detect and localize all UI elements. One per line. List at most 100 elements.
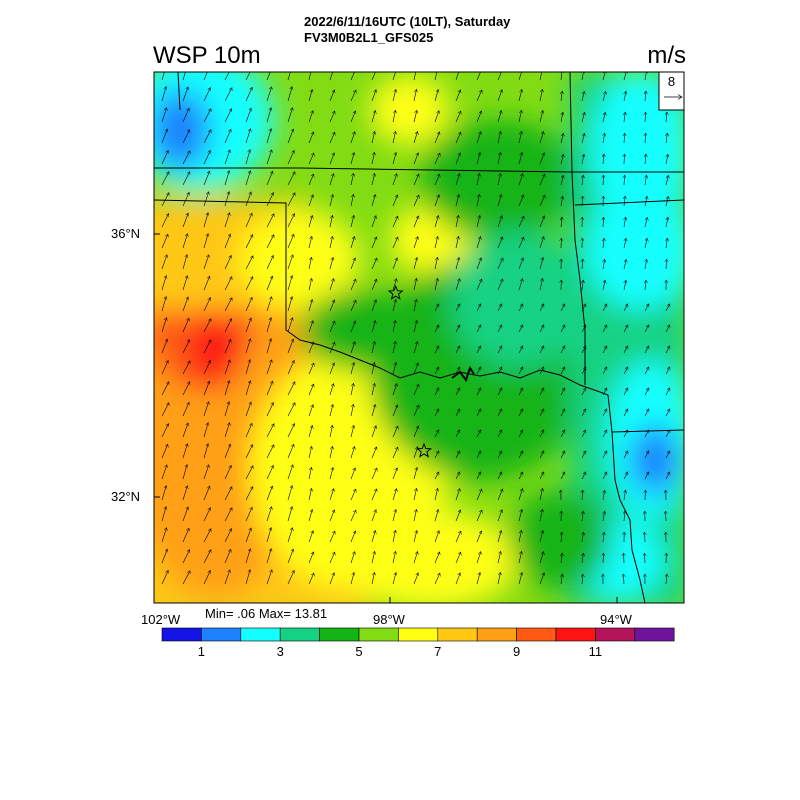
- wind-vector-arrow-icon: [224, 381, 229, 396]
- wind-vector-arrow-icon: [329, 384, 334, 396]
- wind-vector-arrow-icon: [245, 192, 251, 207]
- wind-vector-arrow-icon: [224, 319, 232, 333]
- wind-vector-arrow-icon: [203, 88, 211, 102]
- lon-label-102w: 102°W: [141, 612, 181, 627]
- colorbar-swatch: [161, 627, 202, 642]
- wind-vector-arrow-icon: [603, 553, 604, 564]
- wind-vector-arrow-icon: [539, 488, 543, 501]
- wind-vector-arrow-icon: [329, 467, 333, 480]
- wind-vector-arrow-icon: [245, 213, 252, 228]
- wind-vector-arrow-icon: [645, 553, 646, 564]
- wind-vector-arrow-icon: [434, 278, 438, 291]
- wind-vector-arrow-icon: [623, 451, 628, 459]
- colorbar-label: 5: [355, 644, 363, 659]
- wind-vector-arrow-icon: [161, 339, 167, 354]
- wind-vector-arrow-icon: [287, 129, 293, 144]
- wind-vector-arrow-icon: [561, 72, 562, 81]
- wind-vector-arrow-icon: [581, 91, 584, 102]
- lake-outline: [451, 365, 475, 383]
- wind-vector-arrow-icon: [455, 90, 461, 102]
- wind-vector-arrow-icon: [224, 150, 230, 165]
- wind-vector-arrow-icon: [182, 382, 190, 396]
- wind-vector-arrow-icon: [518, 152, 522, 165]
- wind-vector-arrow-icon: [287, 72, 291, 81]
- wind-vector-arrow-icon: [329, 72, 334, 81]
- wind-vector-arrow-icon: [582, 490, 583, 501]
- wind-vector-arrow-icon: [350, 447, 355, 459]
- wind-vector-arrow-icon: [603, 532, 604, 543]
- wind-vector-arrow-icon: [665, 346, 670, 354]
- wind-vector-arrow-icon: [224, 402, 229, 417]
- wind-vector-arrow-icon: [624, 154, 625, 165]
- wind-vector-arrow-icon: [665, 175, 668, 186]
- wind-vector-arrow-icon: [623, 388, 628, 396]
- colorbar-swatch: [555, 627, 596, 642]
- wind-vector-arrow-icon: [413, 342, 418, 354]
- wind-vector-arrow-icon: [497, 409, 502, 417]
- wind-vector-arrow-icon: [350, 468, 355, 480]
- wind-vector-arrow-icon: [455, 72, 460, 81]
- wind-vector-arrow-icon: [476, 325, 481, 333]
- wind-vector-arrow-icon: [434, 132, 440, 144]
- wind-vector-arrow-icon: [329, 321, 335, 333]
- wind-vector-arrow-icon: [518, 451, 523, 459]
- wind-vector-arrow-icon: [329, 552, 335, 564]
- wind-vector-arrow-icon: [392, 279, 397, 291]
- wind-vector-arrow-icon: [224, 298, 232, 312]
- wind-vector-arrow-icon: [350, 111, 356, 123]
- wind-vector-arrow-icon: [350, 132, 355, 144]
- wind-vector-arrow-icon: [455, 325, 460, 333]
- wind-vector-arrow-icon: [539, 573, 544, 585]
- wind-vector-arrow-icon: [266, 72, 271, 81]
- wind-vector-arrow-icon: [350, 342, 355, 354]
- wind-vector-arrow-icon: [582, 280, 583, 291]
- wind-vector-arrow-icon: [203, 234, 208, 249]
- wind-vector-arrow-icon: [182, 465, 187, 480]
- wind-vector-arrow-icon: [561, 91, 562, 102]
- wind-vector-arrow-icon: [666, 112, 667, 123]
- wind-vector-arrow-icon: [287, 234, 294, 249]
- wind-vector-arrow-icon: [308, 467, 312, 480]
- wind-vector-arrow-icon: [539, 72, 543, 81]
- wind-vector-arrow-icon: [245, 277, 253, 291]
- wind-vector-arrow-icon: [666, 133, 667, 144]
- wind-vector-arrow-icon: [392, 152, 396, 165]
- wind-vector-arrow-icon: [392, 131, 396, 144]
- star-markers: [387, 284, 433, 458]
- wind-vector-arrow-icon: [434, 388, 439, 396]
- wind-vector-arrow-icon: [203, 171, 210, 186]
- wind-vector-arrow-icon: [245, 87, 252, 102]
- wind-vector-arrow-icon: [582, 154, 584, 165]
- wind-vector-arrow-icon: [665, 325, 670, 333]
- wind-vector-arrow-icon: [434, 552, 440, 564]
- wind-vector-arrow-icon: [329, 132, 335, 144]
- wind-vector-arrow-icon: [666, 574, 667, 585]
- wind-vector-arrow-icon: [434, 472, 439, 480]
- wind-vector-arrow-icon: [266, 108, 271, 123]
- wind-vector-arrow-icon: [245, 129, 251, 144]
- wind-vector-arrow-icon: [455, 111, 461, 123]
- min-max-stats: Min= .06 Max= 13.81: [205, 606, 328, 621]
- wind-vector-arrow-icon: [245, 466, 253, 480]
- wind-vector-arrow-icon: [645, 154, 646, 165]
- wind-vector-arrow-icon: [287, 297, 292, 312]
- wind-vector-arrow-icon: [644, 346, 649, 354]
- wind-vector-arrow-icon: [623, 574, 624, 585]
- wind-vector-arrow-icon: [603, 259, 605, 270]
- wind-vector-arrow-icon: [539, 110, 543, 123]
- wind-vector-arrow-icon: [539, 552, 544, 564]
- wind-vector-arrow-icon: [266, 255, 273, 270]
- wind-vector-arrow-icon: [392, 110, 396, 123]
- wind-vector-arrow-icon: [560, 430, 565, 438]
- wind-vector-arrow-icon: [624, 217, 626, 228]
- wind-vector-arrow-icon: [455, 215, 459, 228]
- colorbar-swatch: [279, 627, 320, 642]
- wind-vector-arrow-icon: [224, 129, 231, 144]
- wind-vector-arrow-icon: [497, 152, 501, 165]
- wind-vector-arrow-icon: [624, 175, 625, 186]
- wind-vector-arrow-icon: [560, 346, 565, 354]
- wind-vector-arrow-icon: [539, 472, 544, 480]
- wind-vector-arrow-icon: [392, 489, 397, 501]
- wind-vector-arrow-icon: [455, 153, 460, 165]
- wind-vector-arrow-icon: [623, 304, 628, 312]
